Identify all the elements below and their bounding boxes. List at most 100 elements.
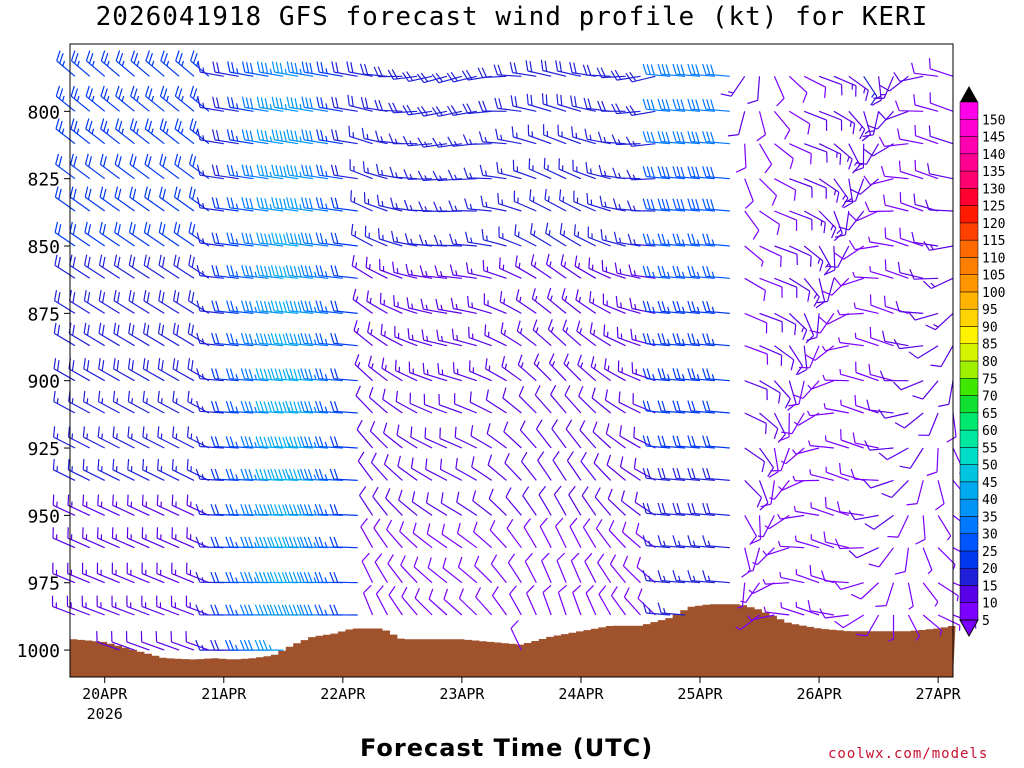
- wind-barb: [388, 102, 418, 114]
- wind-barb: [255, 332, 284, 347]
- wind-barb: [744, 447, 766, 473]
- colorbar-tick-label: 60: [982, 424, 998, 439]
- wind-barb: [840, 429, 864, 449]
- wind-barb: [794, 535, 820, 549]
- wind-barb: [642, 502, 671, 516]
- wind-barb: [657, 98, 686, 112]
- colorbar-segment: [959, 308, 979, 327]
- source-credit[interactable]: coolwx.com/models: [828, 746, 989, 762]
- wind-barb: [171, 459, 195, 481]
- wind-barb: [225, 536, 254, 549]
- wind-barb: [159, 85, 180, 112]
- wind-barb: [551, 419, 567, 449]
- wind-barb: [314, 436, 343, 449]
- wind-barb: [899, 227, 924, 247]
- wind-barb: [392, 261, 418, 279]
- y-tick-label: 950: [27, 506, 60, 527]
- wind-barb: [211, 332, 239, 347]
- wind-barb: [127, 426, 150, 449]
- wind-barb: [225, 571, 254, 584]
- wind-barb: [315, 232, 343, 247]
- wind-barb: [572, 584, 582, 616]
- wind-barb: [196, 232, 224, 247]
- wind-barb: [388, 133, 418, 145]
- wind-barb: [97, 527, 120, 549]
- wind-barb: [56, 50, 76, 77]
- wind-barb: [887, 515, 909, 538]
- wind-barb: [98, 254, 120, 279]
- colorbar-tick-label: 135: [982, 165, 1005, 180]
- wind-barb: [348, 125, 373, 145]
- wind-barb: [773, 76, 785, 107]
- wind-barb: [256, 96, 284, 112]
- wind-barb: [888, 615, 895, 642]
- wind-barb: [443, 588, 463, 616]
- wind-barb: [462, 103, 492, 115]
- wind-barb: [577, 354, 597, 382]
- wind-barb: [467, 295, 492, 314]
- wind-barb: [299, 536, 329, 549]
- wind-barb: [788, 380, 805, 407]
- wind-barb: [457, 556, 478, 584]
- wind-barb: [893, 71, 924, 82]
- wind-barb: [85, 118, 106, 145]
- wind-barb: [759, 312, 783, 333]
- wind-barb: [642, 400, 671, 414]
- wind-barb: [587, 226, 611, 247]
- wind-barb: [702, 400, 730, 414]
- wind-barb: [196, 197, 224, 212]
- wind-barb: [442, 557, 463, 584]
- wind-barb: [596, 67, 626, 79]
- wind-barb: [471, 456, 493, 481]
- wind-barb: [439, 458, 463, 481]
- wind-barb: [581, 486, 597, 516]
- colorbar-tick-label: 150: [982, 113, 1005, 128]
- wind-barb: [114, 153, 135, 180]
- wind-barb: [565, 419, 582, 449]
- wind-barb: [98, 322, 120, 347]
- wind-barb: [788, 75, 808, 103]
- wind-barb: [607, 488, 627, 516]
- wind-barb: [83, 358, 105, 382]
- wind-barb: [171, 562, 195, 584]
- wind-barb: [189, 118, 210, 145]
- wind-barb: [848, 110, 866, 140]
- wind-barb: [155, 631, 180, 651]
- wind-barb: [642, 198, 671, 212]
- wind-barb: [566, 451, 582, 481]
- wind-barb: [642, 535, 671, 549]
- colorbar-segment: [959, 136, 979, 155]
- wind-barb: [529, 189, 552, 212]
- wind-barb: [115, 85, 135, 112]
- wind-barb: [570, 95, 596, 112]
- wind-barb: [478, 100, 507, 112]
- wind-barb: [850, 178, 879, 195]
- wind-barb: [195, 639, 224, 651]
- wind-barb: [255, 436, 284, 449]
- wind-barb: [363, 192, 388, 212]
- colorbar-segment: [959, 447, 979, 465]
- wind-barb: [300, 400, 329, 414]
- wind-barb: [170, 595, 195, 616]
- wind-barb: [240, 504, 269, 516]
- wind-barb: [866, 399, 894, 414]
- wind-barb: [625, 105, 656, 116]
- wind-barb: [54, 289, 76, 314]
- wind-barb: [552, 451, 567, 481]
- wind-barb: [759, 447, 775, 477]
- wind-barb: [781, 412, 805, 435]
- wind-barb: [626, 169, 656, 181]
- wind-barb: [98, 358, 120, 382]
- x-sublabel-year: 2026: [87, 705, 123, 723]
- wind-barb: [883, 295, 909, 314]
- wind-barb: [355, 385, 374, 414]
- wind-barb: [922, 547, 933, 575]
- wind-barb: [484, 324, 507, 347]
- wind-barb: [546, 287, 567, 314]
- wind-barb: [300, 436, 329, 449]
- wind-barb: [431, 72, 463, 84]
- wind-barb: [626, 200, 656, 212]
- wind-barb: [365, 256, 388, 279]
- wind-barb: [70, 153, 91, 180]
- wind-barb: [615, 295, 641, 314]
